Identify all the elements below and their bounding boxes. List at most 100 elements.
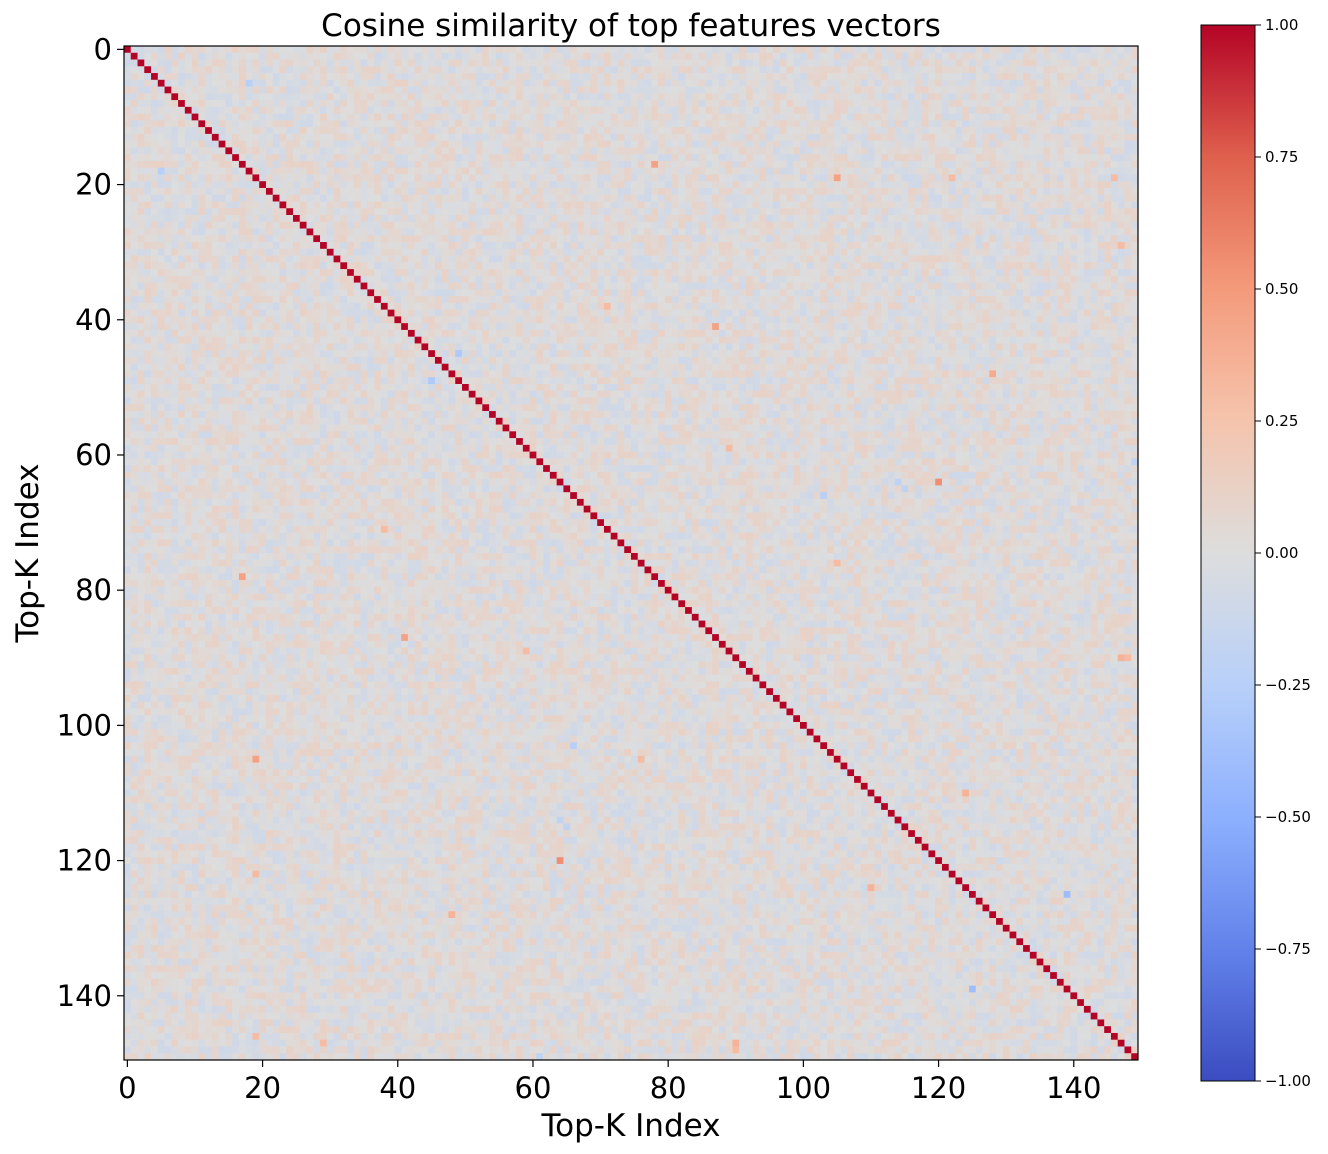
heatmap-cell [1104,100,1111,107]
heatmap-cell [746,73,753,80]
heatmap-cell [219,249,226,256]
heatmap-cell [753,147,760,154]
heatmap-cell [367,80,374,87]
heatmap-cell [874,80,881,87]
heatmap-cell [1037,141,1044,148]
heatmap-cell [638,66,645,73]
heatmap-cell [1070,242,1077,249]
heatmap-cell [550,53,557,60]
heatmap-cell [1037,66,1044,73]
heatmap-cell [367,256,374,263]
heatmap-cell [496,53,503,60]
heatmap-cell [820,174,827,181]
heatmap-cell [854,100,861,107]
heatmap-cell [638,249,645,256]
heatmap-cell [334,229,341,236]
heatmap-cell [205,134,212,141]
heatmap-cell [989,215,996,222]
heatmap-cell [597,235,604,242]
heatmap-cell [996,66,1003,73]
heatmap-cell [286,168,293,175]
heatmap-cell [739,107,746,114]
heatmap-cell [800,141,807,148]
heatmap-cell [746,201,753,208]
heatmap-cell [1030,127,1037,134]
heatmap-cell [1010,174,1017,181]
heatmap-cell [726,174,733,181]
heatmap-cell [530,87,537,94]
heatmap-cell [1091,229,1098,236]
heatmap-cell [334,87,341,94]
heatmap-cell [1131,168,1138,175]
heatmap-cell [1070,80,1077,87]
heatmap-cell [719,235,726,242]
heatmap-cell [1118,93,1125,100]
heatmap-cell [496,168,503,175]
heatmap-cell [1003,120,1010,127]
heatmap-cell [138,181,145,188]
heatmap-cell [415,141,422,148]
heatmap-cell [1016,127,1023,134]
heatmap-cell [482,141,489,148]
heatmap-cell [617,60,624,67]
heatmap-cell [712,147,719,154]
heatmap-cell [1118,100,1125,107]
heatmap-cell [590,53,597,60]
heatmap-cell [144,141,151,148]
heatmap-cell [881,53,888,60]
heatmap-cell [259,256,266,263]
heatmap-cell [536,235,543,242]
heatmap-cell [158,208,165,215]
heatmap-cell [442,229,449,236]
heatmap-cell [1091,114,1098,121]
heatmap-cell [631,60,638,67]
heatmap-cell [746,87,753,94]
heatmap-cell [1037,60,1044,67]
heatmap-cell [597,208,604,215]
heatmap-cell [185,229,192,236]
heatmap-cell [1118,114,1125,121]
heatmap-cell [428,249,435,256]
heatmap-cell [279,147,286,154]
heatmap-cell [1064,201,1071,208]
heatmap-cell [374,134,381,141]
heatmap-cell [455,229,462,236]
heatmap-cell [807,215,814,222]
heatmap-cell [949,154,956,161]
heatmap-cell [780,262,787,269]
heatmap-cell [645,120,652,127]
heatmap-cell [726,134,733,141]
heatmap-cell [705,249,712,256]
heatmap-cell [814,141,821,148]
heatmap-cell [489,168,496,175]
heatmap-cell [577,215,584,222]
heatmap-cell [739,147,746,154]
heatmap-cell [1131,66,1138,73]
heatmap-cell [699,168,706,175]
heatmap-cell [151,127,158,134]
heatmap-cell [983,93,990,100]
heatmap-cell [428,208,435,215]
heatmap-cell [773,201,780,208]
heatmap-cell [928,249,935,256]
heatmap-cell [543,242,550,249]
heatmap-cell [327,181,334,188]
heatmap-cell [881,195,888,202]
heatmap-cell [773,107,780,114]
heatmap-cell [1118,195,1125,202]
heatmap-cell [388,154,395,161]
heatmap-cell [462,235,469,242]
heatmap-cell [732,87,739,94]
heatmap-cell [1003,174,1010,181]
heatmap-cell [604,73,611,80]
heatmap-cell [1010,87,1017,94]
heatmap-cell [651,195,658,202]
heatmap-cell [476,100,483,107]
heatmap-cell [814,181,821,188]
heatmap-cell [158,174,165,181]
heatmap-cell [300,235,307,242]
heatmap-cell [158,215,165,222]
heatmap-cell [590,60,597,67]
heatmap-cell [219,269,226,276]
heatmap-cell [901,66,908,73]
